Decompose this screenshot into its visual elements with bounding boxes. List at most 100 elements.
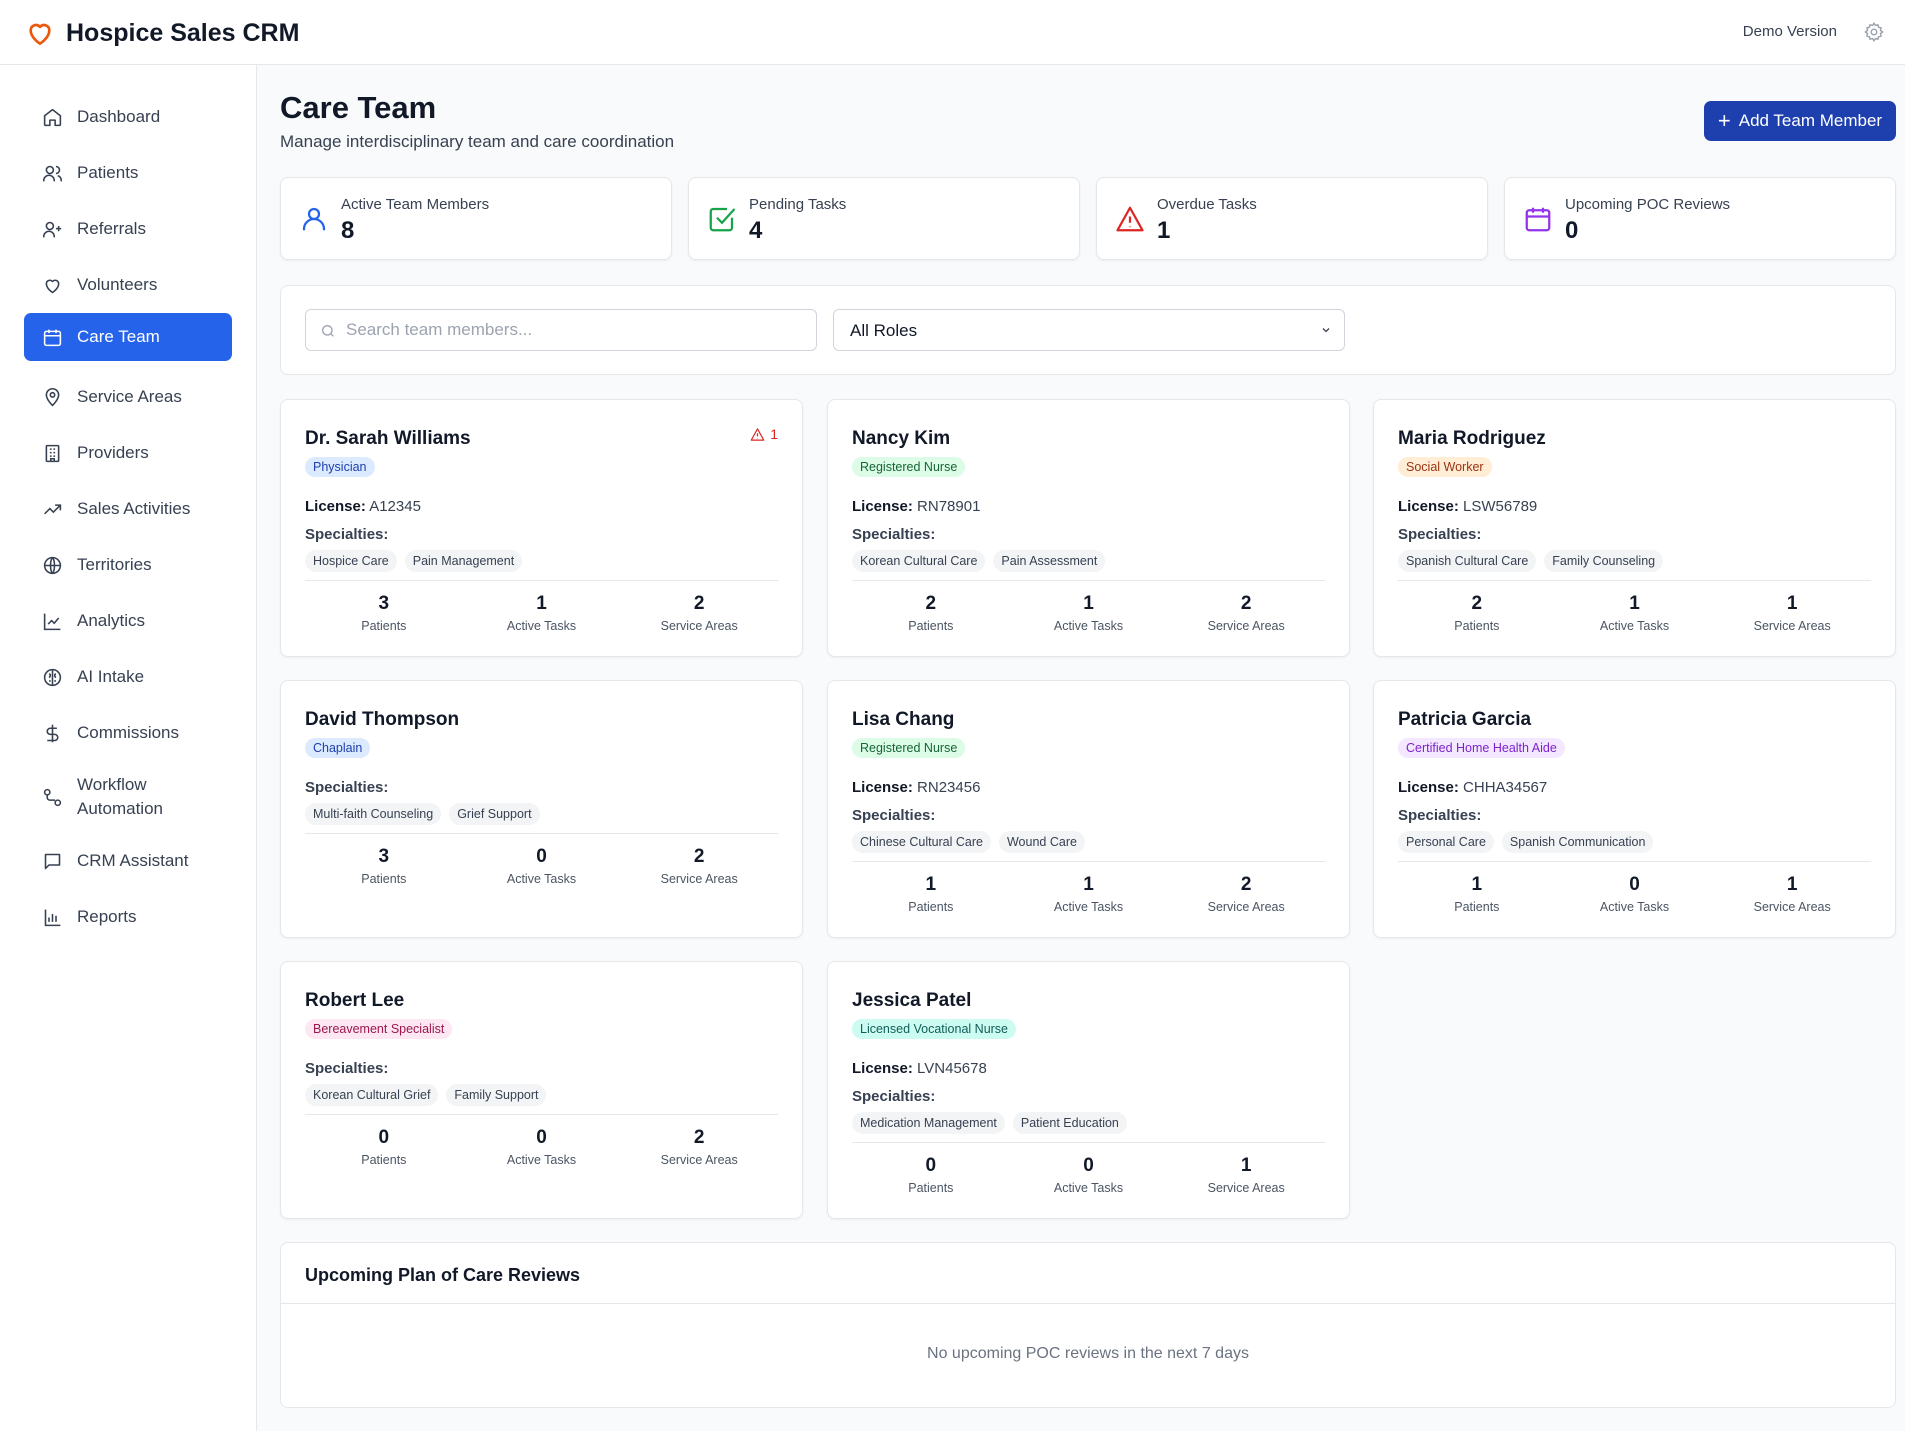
sidebar: Dashboard Patients Referrals Volunteers … <box>0 65 257 1431</box>
sidebar-item-label: Workflow Automation <box>77 775 163 818</box>
metric-value: 2 <box>925 593 937 614</box>
metric-label: Service Areas <box>1207 1181 1285 1195</box>
specialties-list: Hospice Care Pain Management <box>305 550 523 572</box>
sidebar-item-label: Territories <box>77 555 152 574</box>
metric-label: Patients <box>361 1153 407 1167</box>
search-box <box>305 309 817 351</box>
metric-active-tasks: 0 Active Tasks <box>463 1127 621 1167</box>
metric-patients: 2 Patients <box>1398 593 1556 633</box>
license: License: RN23456 <box>852 779 980 796</box>
sidebar-item-patients[interactable]: Patients <box>24 149 232 197</box>
license-number: RN78901 <box>917 498 981 515</box>
trending-up-icon <box>44 503 62 514</box>
brain-icon <box>43 668 62 686</box>
alert-triangle-icon <box>1116 206 1144 232</box>
license-label: License: <box>852 1060 913 1077</box>
role-select[interactable]: All Roles <box>833 309 1345 351</box>
stat-card-overdue-tasks: Overdue Tasks 1 <box>1096 177 1488 260</box>
metric-label: Active Tasks <box>1053 900 1124 914</box>
team-member-card[interactable]: Lisa Chang Registered Nurse License: RN2… <box>827 680 1350 938</box>
search-input[interactable] <box>346 310 806 350</box>
specialty-chip: Wound Care <box>998 831 1085 853</box>
specialty-chip: Korean Cultural Grief <box>305 1084 439 1106</box>
version-label: Demo Version <box>1742 23 1837 40</box>
license: License: A12345 <box>305 498 421 515</box>
sidebar-item-providers[interactable]: Providers <box>24 429 232 477</box>
add-team-member-button[interactable]: + Add Team Member <box>1704 101 1896 141</box>
sidebar-item-volunteers[interactable]: Volunteers <box>24 261 232 309</box>
role-badge: Registered Nurse <box>852 457 966 477</box>
specialty-chip: Grief Support <box>449 803 540 825</box>
divider <box>852 861 1325 862</box>
divider <box>305 580 778 581</box>
role-badge: Registered Nurse <box>852 738 966 758</box>
app-logo[interactable]: Hospice Sales CRM <box>24 17 299 49</box>
divider <box>1398 861 1871 862</box>
sidebar-item-analytics[interactable]: Analytics <box>24 597 232 645</box>
member-metrics: 2 Patients 1 Active Tasks 1 Service Areas <box>1398 593 1871 633</box>
sidebar-item-reports[interactable]: Reports <box>24 893 232 941</box>
line-chart-icon <box>43 613 61 630</box>
license-number: A12345 <box>369 498 421 515</box>
sidebar-item-label: Service Areas <box>77 387 182 406</box>
team-member-card[interactable]: David Thompson Chaplain Specialties: Mul… <box>280 680 803 938</box>
member-name: Maria Rodriguez <box>1398 428 1546 449</box>
gear-icon[interactable] <box>1863 21 1885 43</box>
app-title: Hospice Sales CRM <box>66 18 300 47</box>
overdue-alert[interactable]: 1 <box>750 426 778 442</box>
specialties-label: Specialties: <box>852 1088 936 1105</box>
sidebar-item-crm-assistant[interactable]: CRM Assistant <box>24 837 232 885</box>
member-metrics: 0 Patients 0 Active Tasks 1 Service Areas <box>852 1155 1325 1195</box>
poc-empty-message: No upcoming POC reviews in the next 7 da… <box>927 1345 1249 1362</box>
sidebar-item-territories[interactable]: Territories <box>24 541 232 589</box>
sidebar-item-service-areas[interactable]: Service Areas <box>24 373 232 421</box>
sidebar-item-referrals[interactable]: Referrals <box>24 205 232 253</box>
specialties-list: Spanish Cultural Care Family Counseling <box>1398 550 1664 572</box>
specialty-chip: Hospice Care <box>305 550 397 572</box>
specialty-chip: Spanish Cultural Care <box>1398 550 1537 572</box>
sidebar-item-workflow-automation[interactable]: Workflow Automation <box>24 765 232 829</box>
metric-label: Service Areas <box>660 872 738 886</box>
metric-label: Patients <box>361 619 407 633</box>
member-name: Jessica Patel <box>852 990 972 1011</box>
stat-value: 1 <box>1157 217 1171 244</box>
license-number: LSW56789 <box>1463 498 1538 515</box>
team-member-card[interactable]: Nancy Kim Registered Nurse License: RN78… <box>827 399 1350 657</box>
team-member-card[interactable]: Patricia Garcia Certified Home Health Ai… <box>1373 680 1896 938</box>
metric-label: Service Areas <box>1207 900 1285 914</box>
license: License: CHHA34567 <box>1398 779 1547 796</box>
sidebar-item-label: Referrals <box>77 219 146 238</box>
sidebar-item-dashboard[interactable]: Dashboard <box>24 93 232 141</box>
stat-card-poc-reviews: Upcoming POC Reviews 0 <box>1504 177 1896 260</box>
sidebar-item-commissions[interactable]: Commissions <box>24 709 232 757</box>
metric-active-tasks: 0 Active Tasks <box>1556 874 1714 914</box>
member-metrics: 0 Patients 0 Active Tasks 2 Service Areas <box>305 1127 778 1167</box>
metric-value: 0 <box>536 1127 547 1148</box>
metric-patients: 1 Patients <box>1398 874 1556 914</box>
team-member-card[interactable]: Dr. Sarah Williams 1 Physician License: … <box>280 399 803 657</box>
metric-active-tasks: 1 Active Tasks <box>463 593 621 633</box>
member-name: Nancy Kim <box>852 428 951 449</box>
metric-label: Patients <box>908 1181 954 1195</box>
specialties-list: Personal Care Spanish Communication <box>1398 831 1654 853</box>
sidebar-item-sales-activities[interactable]: Sales Activities <box>24 485 232 533</box>
team-member-card[interactable]: Jessica Patel Licensed Vocational Nurse … <box>827 961 1350 1219</box>
stat-value: 8 <box>341 217 355 244</box>
team-member-card[interactable]: Robert Lee Bereavement Specialist Specia… <box>280 961 803 1219</box>
metric-service-areas: 2 Service Areas <box>620 846 778 886</box>
specialties-label: Specialties: <box>1398 526 1482 543</box>
page-subtitle: Manage interdisciplinary team and care c… <box>280 132 675 151</box>
stat-card-pending-tasks: Pending Tasks 4 <box>688 177 1080 260</box>
team-member-card[interactable]: Maria Rodriguez Social Worker License: L… <box>1373 399 1896 657</box>
license: License: LVN45678 <box>852 1060 987 1077</box>
check-square-icon <box>709 207 736 232</box>
sidebar-item-care-team[interactable]: Care Team <box>24 313 232 361</box>
metric-patients: 2 Patients <box>852 593 1010 633</box>
stat-card-active-members: Active Team Members 8 <box>280 177 672 260</box>
metric-label: Patients <box>1454 619 1500 633</box>
alert-triangle-icon <box>750 427 765 441</box>
divider <box>305 1114 778 1115</box>
metric-patients: 0 Patients <box>852 1155 1010 1195</box>
sidebar-item-ai-intake[interactable]: AI Intake <box>24 653 232 701</box>
specialties-label: Specialties: <box>852 526 936 543</box>
